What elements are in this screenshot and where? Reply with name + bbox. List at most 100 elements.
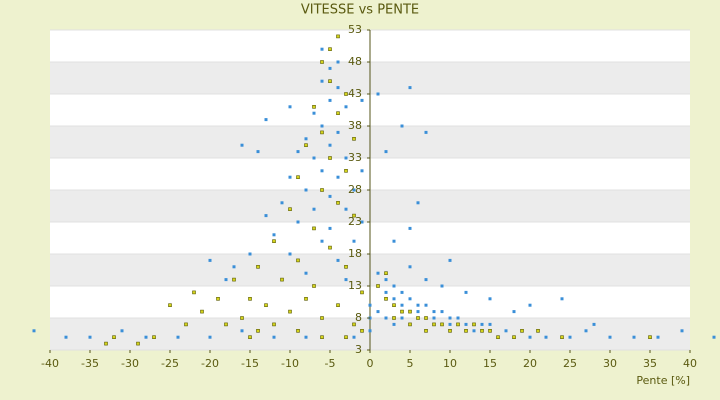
point — [312, 111, 316, 115]
point — [288, 309, 292, 314]
point — [256, 264, 260, 269]
point — [336, 60, 340, 64]
point — [144, 335, 148, 339]
point — [328, 79, 332, 83]
point — [320, 335, 324, 340]
point — [152, 335, 156, 340]
point — [304, 143, 308, 147]
x-tick-label: 35 — [643, 357, 657, 370]
point — [328, 66, 332, 70]
point — [328, 245, 332, 250]
x-tick-label: 25 — [563, 357, 577, 370]
point — [400, 316, 404, 320]
point — [712, 335, 716, 339]
point — [416, 201, 420, 205]
point — [296, 150, 300, 154]
point — [472, 322, 476, 327]
x-tick-label: -20 — [201, 357, 219, 370]
point — [304, 296, 308, 301]
point — [232, 265, 236, 269]
point — [440, 322, 444, 327]
point — [528, 335, 532, 339]
point — [488, 328, 492, 333]
point — [328, 143, 332, 147]
point — [448, 258, 452, 262]
point — [352, 188, 356, 192]
point — [496, 335, 500, 340]
point — [536, 328, 540, 333]
point — [104, 341, 108, 346]
point — [240, 143, 244, 147]
point — [480, 328, 484, 333]
point — [568, 335, 572, 339]
chart-title: VITESSE vs PENTE — [301, 3, 419, 18]
point — [448, 328, 452, 333]
point — [336, 175, 340, 179]
point — [288, 252, 292, 256]
point — [344, 169, 348, 173]
point — [512, 310, 516, 314]
point — [168, 303, 172, 308]
point — [336, 86, 340, 90]
x-tick-label: -40 — [41, 357, 59, 370]
point — [208, 335, 212, 339]
point — [400, 309, 404, 314]
x-axis-label: Pente [%] — [636, 374, 690, 387]
point — [200, 309, 204, 314]
point — [288, 105, 292, 109]
point — [280, 201, 284, 205]
point — [360, 169, 364, 173]
point — [392, 284, 396, 288]
point — [176, 335, 180, 339]
point — [312, 284, 316, 288]
point — [304, 137, 308, 141]
point — [424, 316, 428, 320]
point — [320, 188, 324, 192]
x-tick-label: -30 — [121, 357, 139, 370]
point — [632, 335, 636, 339]
point — [440, 310, 444, 314]
point — [472, 329, 476, 333]
point — [288, 175, 292, 179]
point — [376, 271, 380, 275]
point — [352, 213, 356, 218]
point — [320, 169, 324, 173]
y-tick-label: 18 — [348, 247, 362, 260]
point — [112, 335, 116, 340]
point — [336, 303, 340, 308]
point — [408, 297, 412, 301]
point — [544, 335, 548, 339]
point — [296, 175, 300, 179]
point — [320, 47, 324, 51]
point — [384, 316, 388, 320]
point — [392, 297, 396, 301]
point — [384, 271, 388, 276]
point — [352, 335, 356, 339]
point — [296, 258, 300, 263]
point — [136, 341, 140, 346]
point — [416, 303, 420, 307]
point — [344, 264, 348, 269]
x-tick-label: -25 — [161, 357, 179, 370]
point — [344, 278, 348, 282]
point — [416, 316, 420, 320]
point — [64, 335, 68, 339]
point — [360, 328, 364, 333]
point — [232, 277, 236, 282]
point — [336, 34, 340, 39]
point — [400, 303, 404, 307]
point — [432, 316, 436, 320]
point — [432, 310, 436, 314]
y-tick-label: 38 — [348, 119, 362, 132]
point — [408, 265, 412, 269]
point — [392, 316, 396, 320]
point — [592, 322, 596, 326]
point — [288, 207, 292, 211]
y-tick-label: 53 — [348, 23, 362, 36]
point — [392, 322, 396, 326]
point — [256, 328, 260, 333]
point — [656, 335, 660, 339]
point — [344, 207, 348, 211]
point — [336, 111, 340, 115]
x-tick-label: 40 — [683, 357, 697, 370]
